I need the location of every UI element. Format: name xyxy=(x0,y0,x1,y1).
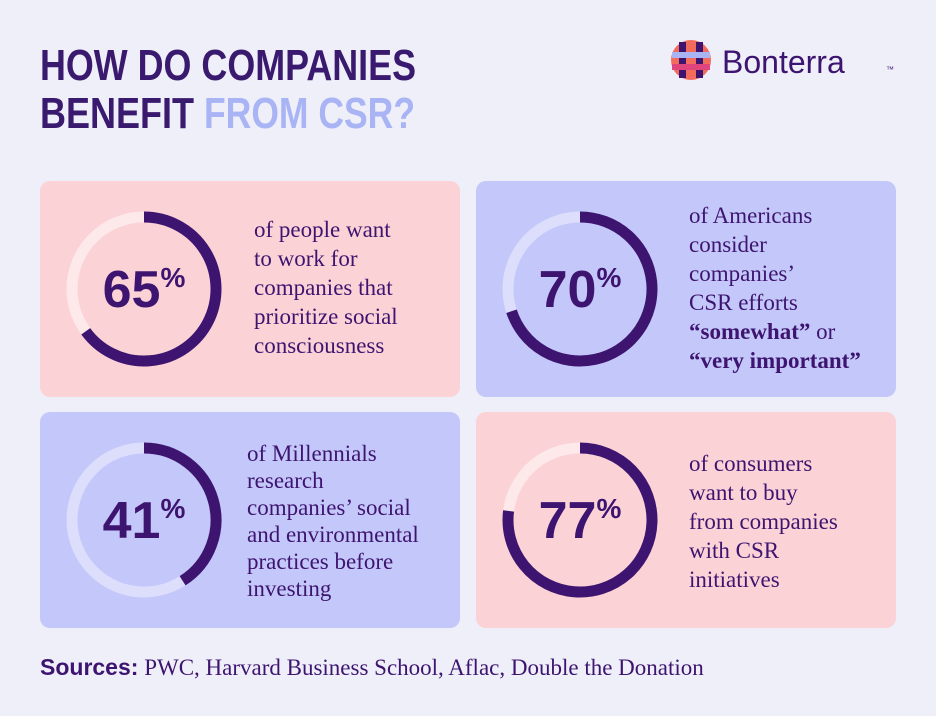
logo-icon xyxy=(671,40,711,80)
percent-value: 70 xyxy=(539,261,597,319)
ring-arc xyxy=(506,211,658,367)
percent: 77% xyxy=(539,492,622,550)
card-text-segment: want to buy xyxy=(689,480,798,505)
card-text-segment: companies that xyxy=(254,275,393,300)
card-text-segment: to work for xyxy=(254,246,358,271)
title-line: BENEFIT xyxy=(40,89,194,138)
percent: 65% xyxy=(103,261,186,319)
card xyxy=(40,412,460,628)
percent-suffix: % xyxy=(160,262,185,293)
card-text: consciousness xyxy=(254,333,384,358)
ring-arc xyxy=(502,442,658,598)
card-text: investing xyxy=(247,576,332,601)
card-text: of consumers xyxy=(689,451,812,476)
card-text-segment: with CSR xyxy=(689,538,780,563)
card-text: “somewhat” or xyxy=(689,319,836,344)
card-text: research xyxy=(247,468,324,493)
percent-value: 65 xyxy=(103,261,161,319)
card-text-segment: research xyxy=(247,468,324,493)
card-text: from companies xyxy=(689,509,838,534)
card-text-segment: from companies xyxy=(689,509,838,534)
card-text: of Americans xyxy=(689,203,812,228)
card-text-segment: investing xyxy=(247,576,332,601)
card-text-segment: of Millennials xyxy=(247,441,377,466)
card-text-segment: of people want xyxy=(254,217,391,242)
card xyxy=(476,181,896,397)
card-text-segment: consciousness xyxy=(254,333,384,358)
percent: 41% xyxy=(103,492,186,550)
card-text: of Millennials xyxy=(247,441,377,466)
card-text: initiatives xyxy=(689,567,780,592)
card-text-segment: of Americans xyxy=(689,203,812,228)
percent-suffix: % xyxy=(596,493,621,524)
percent-suffix: % xyxy=(160,493,185,524)
percent-suffix: % xyxy=(596,262,621,293)
card-text-segment: “somewhat” xyxy=(689,319,810,344)
card-text-segment: consider xyxy=(689,232,767,257)
card-text: prioritize social xyxy=(254,304,398,329)
title-line: FROM CSR? xyxy=(204,89,415,138)
percent: 70% xyxy=(539,261,622,319)
card-text-segment: prioritize social xyxy=(254,304,398,329)
card-text-segment: CSR efforts xyxy=(689,290,798,315)
percent-value: 41 xyxy=(103,492,161,550)
percent-value: 77 xyxy=(539,492,597,550)
card-text-segment: practices before xyxy=(247,549,393,574)
card-text-segment: initiatives xyxy=(689,567,780,592)
card-text-segment: “very important” xyxy=(689,348,861,373)
card-text: of people want xyxy=(254,217,391,242)
card-text: companies’ xyxy=(689,261,795,286)
card-text-segment: companies’ xyxy=(689,261,795,286)
card-text: practices before xyxy=(247,549,393,574)
card-text: with CSR xyxy=(689,538,780,563)
card xyxy=(40,181,460,397)
title-line: HOW DO COMPANIES xyxy=(40,41,416,90)
card-text-segment: of consumers xyxy=(689,451,812,476)
card-text: CSR efforts xyxy=(689,290,798,315)
card-text-segment: companies’ social xyxy=(247,495,411,520)
brand: Bonterra xyxy=(722,44,845,80)
card-text: companies that xyxy=(254,275,393,300)
sources-label: Sources: xyxy=(40,654,138,680)
ring-arc xyxy=(81,211,222,367)
card xyxy=(476,412,896,628)
card-text: to work for xyxy=(254,246,358,271)
card-text: “very important” xyxy=(689,348,861,373)
ring-arc xyxy=(143,442,222,586)
card-text-segment: or xyxy=(810,319,835,344)
card-text: companies’ social xyxy=(247,495,411,520)
sources-text: PWC, Harvard Business School, Aflac, Dou… xyxy=(138,655,704,680)
sources: Sources: PWC, Harvard Business School, A… xyxy=(40,654,704,680)
card-text: consider xyxy=(689,232,767,257)
card-text: want to buy xyxy=(689,480,798,505)
card-text: and environmental xyxy=(247,522,419,547)
card-text-segment: and environmental xyxy=(247,522,419,547)
trademark: ™ xyxy=(886,65,894,74)
